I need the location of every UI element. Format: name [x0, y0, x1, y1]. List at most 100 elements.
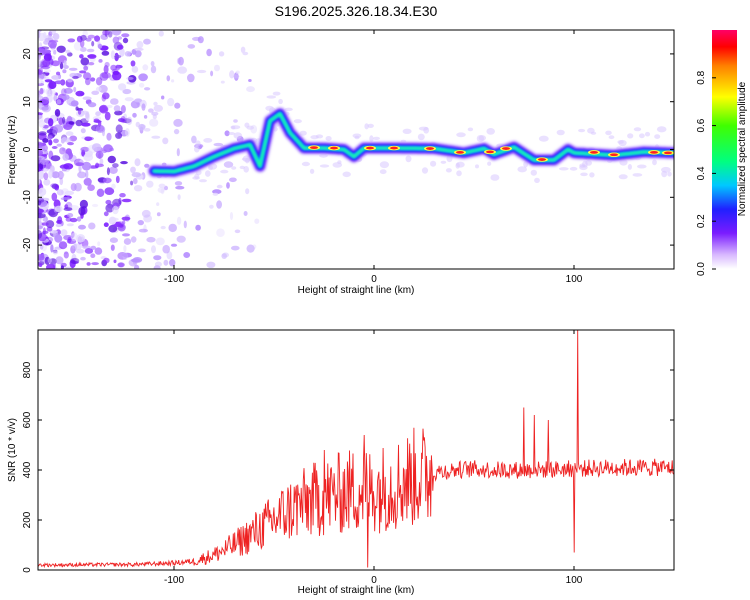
- spectrogram-noise-blob: [118, 83, 127, 91]
- spectrogram-noise-blob: [246, 86, 255, 93]
- spectrogram-halo-blob: [582, 160, 588, 168]
- spectrogram-noise-blob: [224, 130, 230, 137]
- spectrogram-halo-blob: [265, 105, 274, 111]
- spectrogram-halo-blob: [299, 130, 307, 136]
- spectrogram-noise-blob: [166, 251, 173, 260]
- spectrogram-noise-blob: [123, 113, 127, 121]
- spectrogram-noise-blob: [59, 177, 64, 186]
- spectrogram-halo-blob: [379, 169, 387, 175]
- spectrogram-noise-blob: [80, 146, 90, 152]
- spectrogram-noise-blob: [178, 56, 184, 66]
- spectrogram-noise-blob: [110, 98, 119, 105]
- spectrogram-noise-blob: [87, 54, 96, 58]
- spectrogram-noise-blob: [153, 265, 161, 269]
- spectrogram-noise-blob: [38, 112, 44, 116]
- spectrogram-noise-blob: [152, 114, 157, 120]
- spectrogram-noise-blob: [150, 61, 155, 67]
- spectrogram-noise-blob: [67, 78, 73, 83]
- spectrogram-noise-blob: [122, 252, 128, 260]
- spectrogram-noise-blob: [112, 36, 120, 44]
- spectrogram-halo-blob: [517, 166, 527, 173]
- spectrogram-noise-blob: [221, 253, 227, 259]
- spectrogram-noise-blob: [99, 158, 104, 166]
- spectrogram-halo-blob: [475, 164, 479, 169]
- spectrogram-noise-blob: [38, 157, 42, 163]
- spectrogram-noise-blob: [79, 70, 87, 74]
- spectrogram-noise-blob: [158, 183, 166, 188]
- spectrogram-noise-blob: [43, 69, 51, 73]
- spectrogram-noise-blob: [104, 61, 110, 68]
- spectrogram-noise-blob: [70, 257, 80, 264]
- spectrogram-noise-blob: [132, 112, 137, 118]
- spectrogram-halo-blob: [456, 161, 465, 168]
- snr-x-label: Height of straight line (km): [298, 585, 415, 596]
- spectrogram-noise-blob: [38, 52, 41, 61]
- spectrogram-noise-blob: [97, 43, 103, 49]
- spectrogram-halo-blob: [590, 131, 597, 135]
- spectrogram-noise-blob: [151, 245, 156, 254]
- spectrogram-noise-blob: [61, 168, 67, 172]
- spectrogram-noise-blob: [231, 245, 240, 251]
- spectrogram-noise-blob: [56, 99, 62, 105]
- ridge-hotspot-core: [390, 146, 398, 150]
- spectrogram-noise-blob: [115, 132, 123, 139]
- spectrogram-noise-blob: [79, 199, 88, 209]
- spectrogram-halo-blob: [556, 129, 565, 136]
- spectrogram-noise-blob: [150, 65, 157, 74]
- spectrogram-noise-blob: [192, 36, 201, 41]
- spectrogram-noise-blob: [196, 69, 207, 74]
- spectrogram-noise-blob: [86, 262, 91, 266]
- spectrogram-noise-blob: [176, 148, 180, 157]
- spectrogram-noise-blob: [122, 37, 129, 44]
- spectrogram-noise-blob: [62, 153, 69, 161]
- colorbar-tick-label: 0.2: [696, 214, 707, 228]
- spectrogram-noise-blob: [87, 34, 96, 39]
- spectrogram-halo-blob: [632, 173, 643, 177]
- spectrogram-noise-blob: [109, 237, 118, 243]
- spectrogram-noise-blob: [95, 151, 104, 159]
- spectrogram-noise-blob: [75, 106, 79, 111]
- spectrogram-noise-blob: [125, 127, 130, 137]
- spectrogram-noise-blob: [83, 65, 89, 71]
- spectrogram-halo-blob: [558, 167, 569, 171]
- spectrogram-noise-blob: [187, 73, 195, 83]
- spectrogram-noise-blob: [85, 112, 90, 119]
- spectrogram-halo-blob: [402, 128, 412, 134]
- spectrogram-noise-blob: [108, 216, 117, 225]
- spectrogram-noise-blob: [117, 262, 125, 268]
- spectrogram-noise-blob: [133, 185, 143, 192]
- spectrogram-noise-blob: [51, 192, 58, 202]
- spectrogram-noise-blob: [103, 211, 109, 217]
- spectrogram-noise-blob: [214, 64, 220, 72]
- spectrogram-noise-blob: [67, 38, 76, 43]
- snr-x-ticks: -100 0 100: [164, 330, 583, 586]
- spectrogram-noise-blob: [80, 256, 86, 261]
- spectrogram-noise-blob: [48, 169, 53, 179]
- colorbar-gradient: [712, 30, 737, 269]
- colorbar-ticks: 0.0 0.2 0.4 0.6 0.8: [696, 70, 716, 276]
- spectrogram-halo-blob: [233, 132, 243, 139]
- spectrogram-noise-blob: [91, 40, 95, 47]
- spectrogram-noise-blob: [115, 64, 120, 71]
- spectrogram-noise-blob: [114, 54, 122, 59]
- spectrogram-noise-blob: [106, 167, 110, 176]
- spectrogram-noise-blob: [60, 265, 64, 269]
- spectrogram-noise-blob: [43, 53, 52, 62]
- spectrogram-noise-blob: [176, 235, 186, 243]
- spectrogram-noise-blob: [121, 198, 132, 203]
- spectrogram-halo-blob: [605, 130, 612, 136]
- spectrogram-noise-blob: [134, 158, 141, 167]
- spectrogram-noise-blob: [191, 135, 197, 144]
- spectrogram-noise-blob: [70, 245, 76, 254]
- spectrogram-noise-blob: [183, 220, 187, 229]
- spectrogram-noise-blob: [195, 224, 201, 231]
- spectrogram-noise-blob: [175, 185, 185, 190]
- ridge-hotspot-core: [366, 146, 374, 150]
- spectrogram-noise-blob: [38, 77, 43, 85]
- spectrogram-noise-blob: [108, 224, 118, 233]
- spectrogram-noise-blob: [87, 102, 97, 108]
- spectrogram-noise-blob: [132, 257, 143, 263]
- spectrogram-noise-blob: [110, 244, 115, 251]
- spectrogram-noise-blob: [45, 88, 51, 96]
- spectrogram-noise-blob: [42, 59, 51, 67]
